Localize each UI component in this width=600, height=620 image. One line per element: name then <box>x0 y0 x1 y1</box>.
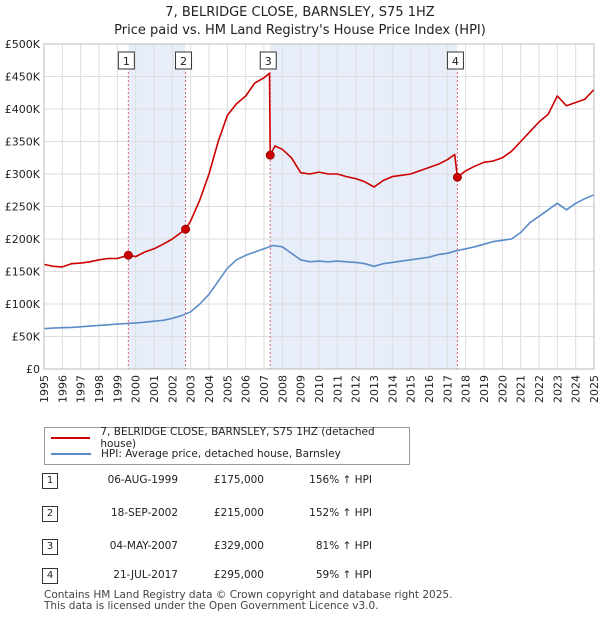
sale-point <box>123 250 133 260</box>
x-tick-label: 2024 <box>570 375 583 403</box>
sale-point <box>265 150 275 160</box>
price-chart: 1 2 3 4 £0 £50K £100K £150K £200K £250K £300K £350… <box>5 38 600 403</box>
x-tick-label: 1999 <box>111 375 124 403</box>
x-tick-label: 1995 <box>38 375 51 403</box>
transaction-date: 18-SEP-2002 <box>110 507 178 519</box>
sale-badge-label: 2 <box>180 55 187 68</box>
footer: Contains HM Land Registry data © Crown c… <box>44 590 452 612</box>
x-tick-label: 1998 <box>93 375 106 403</box>
transaction-badge: 2 <box>42 506 58 522</box>
x-tick-label: 2014 <box>386 375 399 403</box>
title-line-2: Price paid vs. HM Land Registry's House … <box>114 23 486 38</box>
x-tick-label: 2011 <box>331 375 344 403</box>
footer-copyright: Contains HM Land Registry data © Crown c… <box>44 589 453 601</box>
property-price-line <box>43 72 595 268</box>
x-tick-label: 2018 <box>460 375 473 403</box>
x-tick-label: 1997 <box>75 375 88 403</box>
footer-licence: This data is licensed under the Open Gov… <box>44 600 379 612</box>
y-tick-label: £500K <box>5 38 41 51</box>
y-tick-label: £450K <box>5 71 41 84</box>
sale-badge-label: 4 <box>452 55 459 68</box>
x-tick-label: 2008 <box>276 375 289 403</box>
y-tick-label: £50K <box>12 331 41 344</box>
legend-label-property: 7, BELRIDGE CLOSE, BARNSLEY, S75 1HZ (de… <box>100 426 375 450</box>
x-tick-label: 2003 <box>185 375 198 403</box>
x-tick-label: 2005 <box>221 375 234 403</box>
x-tick-label: 2006 <box>240 375 253 403</box>
x-tick-label: 2023 <box>551 375 564 403</box>
transaction-hpi-change: 156% ↑ HPI <box>309 474 372 486</box>
legend-swatch-hpi <box>51 453 91 455</box>
transaction-price: £329,000 <box>213 540 264 552</box>
sale-badge <box>446 51 464 70</box>
x-tick-label: 2000 <box>130 375 143 403</box>
transaction-row: 3 04-MAY-2007 £329,000 81% ↑ HPI <box>40 539 440 555</box>
y-tick-label: £100K <box>5 298 41 311</box>
transaction-row: 1 06-AUG-1999 £175,000 156% ↑ HPI <box>40 473 440 489</box>
y-tick-label: £150K <box>5 266 41 279</box>
y-tick-label: £200K <box>5 233 41 246</box>
x-tick-label: 1996 <box>56 375 69 403</box>
x-tick-label: 2001 <box>148 375 161 403</box>
sale-badge <box>259 51 277 70</box>
x-tick-label: 2021 <box>515 375 528 403</box>
x-tick-label: 2022 <box>533 375 546 403</box>
x-tick-label: 2019 <box>478 375 491 403</box>
x-tick-label: 2009 <box>295 375 308 403</box>
x-tick-label: 2007 <box>258 375 271 403</box>
x-tick-label: 2016 <box>423 375 436 403</box>
y-tick-label: £350K <box>5 136 41 149</box>
y-tick-label: £400K <box>5 103 41 116</box>
plot-frame <box>43 43 595 370</box>
legend-item-hpi: HPI: Average price, detached house, Barn… <box>45 446 341 462</box>
transaction-row: 2 18-SEP-2002 £215,000 152% ↑ HPI <box>40 506 440 522</box>
legend-label-hpi: HPI: Average price, detached house, Barn… <box>101 448 341 460</box>
y-tick-label: £0 <box>26 363 40 376</box>
x-tick-label: 2013 <box>368 375 381 403</box>
sale-badge-label: 1 <box>123 55 130 68</box>
x-tick-label: 2015 <box>405 375 418 403</box>
x-tick-label: 2020 <box>496 375 509 403</box>
hpi-line <box>43 194 595 330</box>
sale-badge <box>175 51 193 70</box>
transaction-hpi-change: 59% ↑ HPI <box>315 569 372 581</box>
y-tick-label: £300K <box>5 168 41 181</box>
title-line-1: 7, BELRIDGE CLOSE, BARNSLEY, S75 1HZ <box>165 5 435 20</box>
transaction-badge: 4 <box>42 568 58 584</box>
x-tick-label: 2012 <box>350 375 363 403</box>
transaction-price: £215,000 <box>213 507 264 519</box>
transaction-date: 06-AUG-1999 <box>107 474 178 486</box>
x-tick-label: 2004 <box>203 375 216 403</box>
transaction-price: £295,000 <box>213 569 264 581</box>
y-tick-label: £250K <box>5 201 41 214</box>
transaction-date: 21-JUL-2017 <box>113 569 178 581</box>
transaction-date: 04-MAY-2007 <box>109 540 178 552</box>
x-tick-label: 2025 <box>588 375 600 403</box>
sale-point <box>181 224 191 234</box>
x-tick-label: 2002 <box>166 375 179 403</box>
x-tick-label: 2017 <box>441 375 454 403</box>
chart-title: 7, BELRIDGE CLOSE, BARNSLEY, S75 1HZ Pri… <box>0 4 600 40</box>
transaction-hpi-change: 81% ↑ HPI <box>315 540 372 552</box>
legend: 7, BELRIDGE CLOSE, BARNSLEY, S75 1HZ (de… <box>44 426 410 465</box>
transaction-badge: 1 <box>42 473 58 489</box>
transaction-price: £175,000 <box>213 474 264 486</box>
x-tick-label: 2010 <box>313 375 326 403</box>
sale-badge <box>117 51 135 70</box>
legend-item-property: 7, BELRIDGE CLOSE, BARNSLEY, S75 1HZ (de… <box>45 426 409 450</box>
sale-point <box>452 172 462 182</box>
legend-swatch-property <box>51 437 91 439</box>
transaction-hpi-change: 152% ↑ HPI <box>309 507 372 519</box>
sale-badge-label: 3 <box>265 55 272 68</box>
transaction-row: 4 21-JUL-2017 £295,000 59% ↑ HPI <box>40 568 440 584</box>
transaction-badge: 3 <box>42 539 58 555</box>
